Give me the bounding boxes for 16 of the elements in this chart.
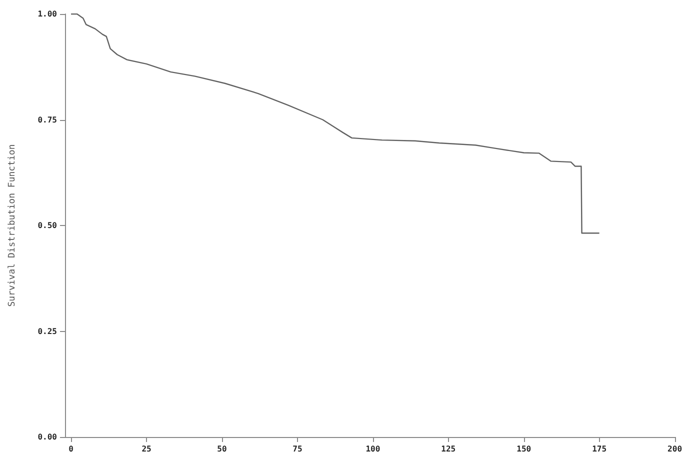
x-tick-label: 0 bbox=[68, 444, 74, 454]
x-tick-label: 150 bbox=[516, 444, 532, 454]
y-tick-label: 0.75 bbox=[38, 115, 58, 124]
y-tick-label: 0.50 bbox=[38, 221, 58, 230]
line-series bbox=[70, 13, 600, 234]
x-tick-label: 25 bbox=[142, 444, 152, 454]
x-tick-label: 200 bbox=[668, 444, 682, 454]
y-tick-label: 0.25 bbox=[38, 326, 58, 336]
x-tick-label: 175 bbox=[592, 444, 607, 454]
y-axis-title: Survival Distribution Function bbox=[8, 144, 18, 307]
x-tick-label: 50 bbox=[217, 444, 227, 454]
x-tick-label: 100 bbox=[366, 444, 380, 454]
y-tick-label: 1.00 bbox=[38, 10, 58, 18]
x-tick-label: 125 bbox=[441, 444, 456, 454]
x-tick-label: 75 bbox=[292, 444, 302, 454]
y-tick-label: 0.00 bbox=[38, 432, 58, 442]
